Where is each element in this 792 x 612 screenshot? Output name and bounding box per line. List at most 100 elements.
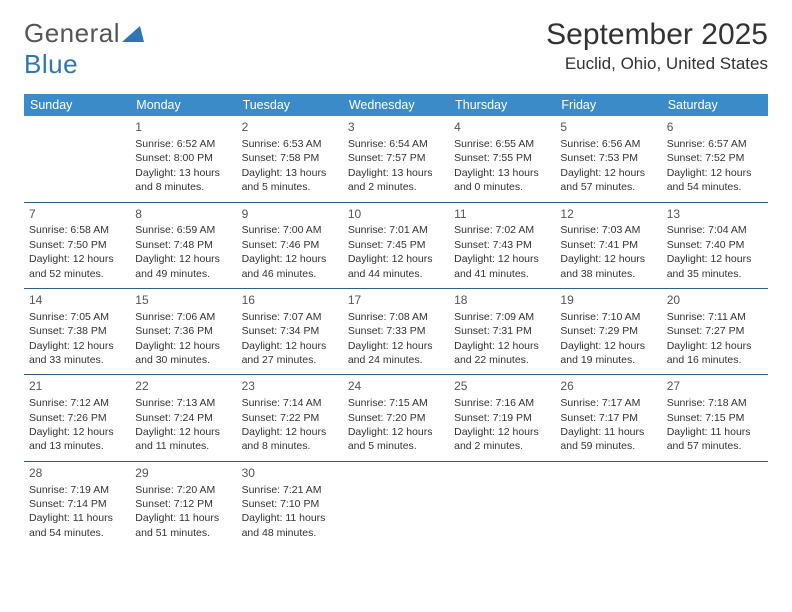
sunrise-text: Sunrise: 7:02 AM <box>454 223 550 237</box>
sunset-text: Sunset: 7:29 PM <box>560 324 656 338</box>
calendar-day-cell: 24Sunrise: 7:15 AMSunset: 7:20 PMDayligh… <box>343 375 449 461</box>
sunrise-text: Sunrise: 7:11 AM <box>667 310 763 324</box>
sunrise-text: Sunrise: 7:18 AM <box>667 396 763 410</box>
day-number: 15 <box>135 292 231 309</box>
calendar-day-cell: 14Sunrise: 7:05 AMSunset: 7:38 PMDayligh… <box>24 288 130 374</box>
daylight-text: Daylight: 12 hours and 11 minutes. <box>135 425 231 454</box>
triangle-icon <box>122 18 144 49</box>
weekday-header: Friday <box>555 94 661 116</box>
sunset-text: Sunset: 7:50 PM <box>29 238 125 252</box>
daylight-text: Daylight: 12 hours and 38 minutes. <box>560 252 656 281</box>
sunrise-text: Sunrise: 7:15 AM <box>348 396 444 410</box>
weekday-header: Tuesday <box>237 94 343 116</box>
day-number: 4 <box>454 119 550 136</box>
daylight-text: Daylight: 13 hours and 5 minutes. <box>242 166 338 195</box>
calendar-table: Sunday Monday Tuesday Wednesday Thursday… <box>24 94 768 547</box>
calendar-day-cell: 9Sunrise: 7:00 AMSunset: 7:46 PMDaylight… <box>237 202 343 288</box>
sunrise-text: Sunrise: 7:09 AM <box>454 310 550 324</box>
calendar-week-row: 1Sunrise: 6:52 AMSunset: 8:00 PMDaylight… <box>24 116 768 202</box>
calendar-day-cell <box>343 461 449 547</box>
daylight-text: Daylight: 11 hours and 59 minutes. <box>560 425 656 454</box>
sunrise-text: Sunrise: 6:56 AM <box>560 137 656 151</box>
sunrise-text: Sunrise: 7:20 AM <box>135 483 231 497</box>
sunset-text: Sunset: 7:34 PM <box>242 324 338 338</box>
sunrise-text: Sunrise: 7:04 AM <box>667 223 763 237</box>
calendar-week-row: 14Sunrise: 7:05 AMSunset: 7:38 PMDayligh… <box>24 288 768 374</box>
sunrise-text: Sunrise: 7:00 AM <box>242 223 338 237</box>
sunset-text: Sunset: 7:53 PM <box>560 151 656 165</box>
day-number: 28 <box>29 465 125 482</box>
day-number: 5 <box>560 119 656 136</box>
daylight-text: Daylight: 12 hours and 16 minutes. <box>667 339 763 368</box>
calendar-day-cell <box>662 461 768 547</box>
sunset-text: Sunset: 7:46 PM <box>242 238 338 252</box>
sunset-text: Sunset: 7:12 PM <box>135 497 231 511</box>
day-number: 3 <box>348 119 444 136</box>
sunrise-text: Sunrise: 7:07 AM <box>242 310 338 324</box>
sunset-text: Sunset: 7:41 PM <box>560 238 656 252</box>
calendar-day-cell: 30Sunrise: 7:21 AMSunset: 7:10 PMDayligh… <box>237 461 343 547</box>
sunrise-text: Sunrise: 6:58 AM <box>29 223 125 237</box>
sunset-text: Sunset: 7:14 PM <box>29 497 125 511</box>
calendar-day-cell: 2Sunrise: 6:53 AMSunset: 7:58 PMDaylight… <box>237 116 343 202</box>
sunrise-text: Sunrise: 6:59 AM <box>135 223 231 237</box>
calendar-day-cell: 29Sunrise: 7:20 AMSunset: 7:12 PMDayligh… <box>130 461 236 547</box>
sunset-text: Sunset: 7:48 PM <box>135 238 231 252</box>
calendar-day-cell: 22Sunrise: 7:13 AMSunset: 7:24 PMDayligh… <box>130 375 236 461</box>
day-number: 7 <box>29 206 125 223</box>
daylight-text: Daylight: 12 hours and 30 minutes. <box>135 339 231 368</box>
sunset-text: Sunset: 7:15 PM <box>667 411 763 425</box>
day-number: 21 <box>29 378 125 395</box>
sunset-text: Sunset: 7:19 PM <box>454 411 550 425</box>
sunset-text: Sunset: 7:24 PM <box>135 411 231 425</box>
day-number: 26 <box>560 378 656 395</box>
day-number: 2 <box>242 119 338 136</box>
calendar-day-cell: 6Sunrise: 6:57 AMSunset: 7:52 PMDaylight… <box>662 116 768 202</box>
weekday-header: Wednesday <box>343 94 449 116</box>
calendar-day-cell: 3Sunrise: 6:54 AMSunset: 7:57 PMDaylight… <box>343 116 449 202</box>
sunset-text: Sunset: 7:40 PM <box>667 238 763 252</box>
logo-text: General Blue <box>24 18 144 80</box>
daylight-text: Daylight: 12 hours and 22 minutes. <box>454 339 550 368</box>
sunset-text: Sunset: 7:52 PM <box>667 151 763 165</box>
day-number: 27 <box>667 378 763 395</box>
sunrise-text: Sunrise: 7:01 AM <box>348 223 444 237</box>
calendar-day-cell: 25Sunrise: 7:16 AMSunset: 7:19 PMDayligh… <box>449 375 555 461</box>
sunset-text: Sunset: 7:33 PM <box>348 324 444 338</box>
day-number: 19 <box>560 292 656 309</box>
calendar-day-cell <box>449 461 555 547</box>
calendar-week-row: 21Sunrise: 7:12 AMSunset: 7:26 PMDayligh… <box>24 375 768 461</box>
daylight-text: Daylight: 12 hours and 46 minutes. <box>242 252 338 281</box>
calendar-day-cell: 17Sunrise: 7:08 AMSunset: 7:33 PMDayligh… <box>343 288 449 374</box>
daylight-text: Daylight: 12 hours and 13 minutes. <box>29 425 125 454</box>
calendar-day-cell: 23Sunrise: 7:14 AMSunset: 7:22 PMDayligh… <box>237 375 343 461</box>
daylight-text: Daylight: 11 hours and 48 minutes. <box>242 511 338 540</box>
sunset-text: Sunset: 7:45 PM <box>348 238 444 252</box>
calendar-day-cell: 21Sunrise: 7:12 AMSunset: 7:26 PMDayligh… <box>24 375 130 461</box>
calendar-day-cell: 5Sunrise: 6:56 AMSunset: 7:53 PMDaylight… <box>555 116 661 202</box>
daylight-text: Daylight: 11 hours and 54 minutes. <box>29 511 125 540</box>
day-number: 11 <box>454 206 550 223</box>
calendar-day-cell: 26Sunrise: 7:17 AMSunset: 7:17 PMDayligh… <box>555 375 661 461</box>
sunset-text: Sunset: 7:17 PM <box>560 411 656 425</box>
sunset-text: Sunset: 7:43 PM <box>454 238 550 252</box>
day-number: 13 <box>667 206 763 223</box>
sunset-text: Sunset: 7:55 PM <box>454 151 550 165</box>
sunset-text: Sunset: 7:31 PM <box>454 324 550 338</box>
calendar-day-cell: 8Sunrise: 6:59 AMSunset: 7:48 PMDaylight… <box>130 202 236 288</box>
day-number: 12 <box>560 206 656 223</box>
sunset-text: Sunset: 7:57 PM <box>348 151 444 165</box>
calendar-day-cell: 4Sunrise: 6:55 AMSunset: 7:55 PMDaylight… <box>449 116 555 202</box>
sunset-text: Sunset: 7:58 PM <box>242 151 338 165</box>
day-number: 30 <box>242 465 338 482</box>
sunrise-text: Sunrise: 6:55 AM <box>454 137 550 151</box>
calendar-day-cell <box>555 461 661 547</box>
day-number: 18 <box>454 292 550 309</box>
sunrise-text: Sunrise: 7:10 AM <box>560 310 656 324</box>
daylight-text: Daylight: 12 hours and 27 minutes. <box>242 339 338 368</box>
day-number: 9 <box>242 206 338 223</box>
header: General Blue September 2025 Euclid, Ohio… <box>24 18 768 80</box>
day-number: 10 <box>348 206 444 223</box>
calendar-header-row: Sunday Monday Tuesday Wednesday Thursday… <box>24 94 768 116</box>
sunrise-text: Sunrise: 6:54 AM <box>348 137 444 151</box>
